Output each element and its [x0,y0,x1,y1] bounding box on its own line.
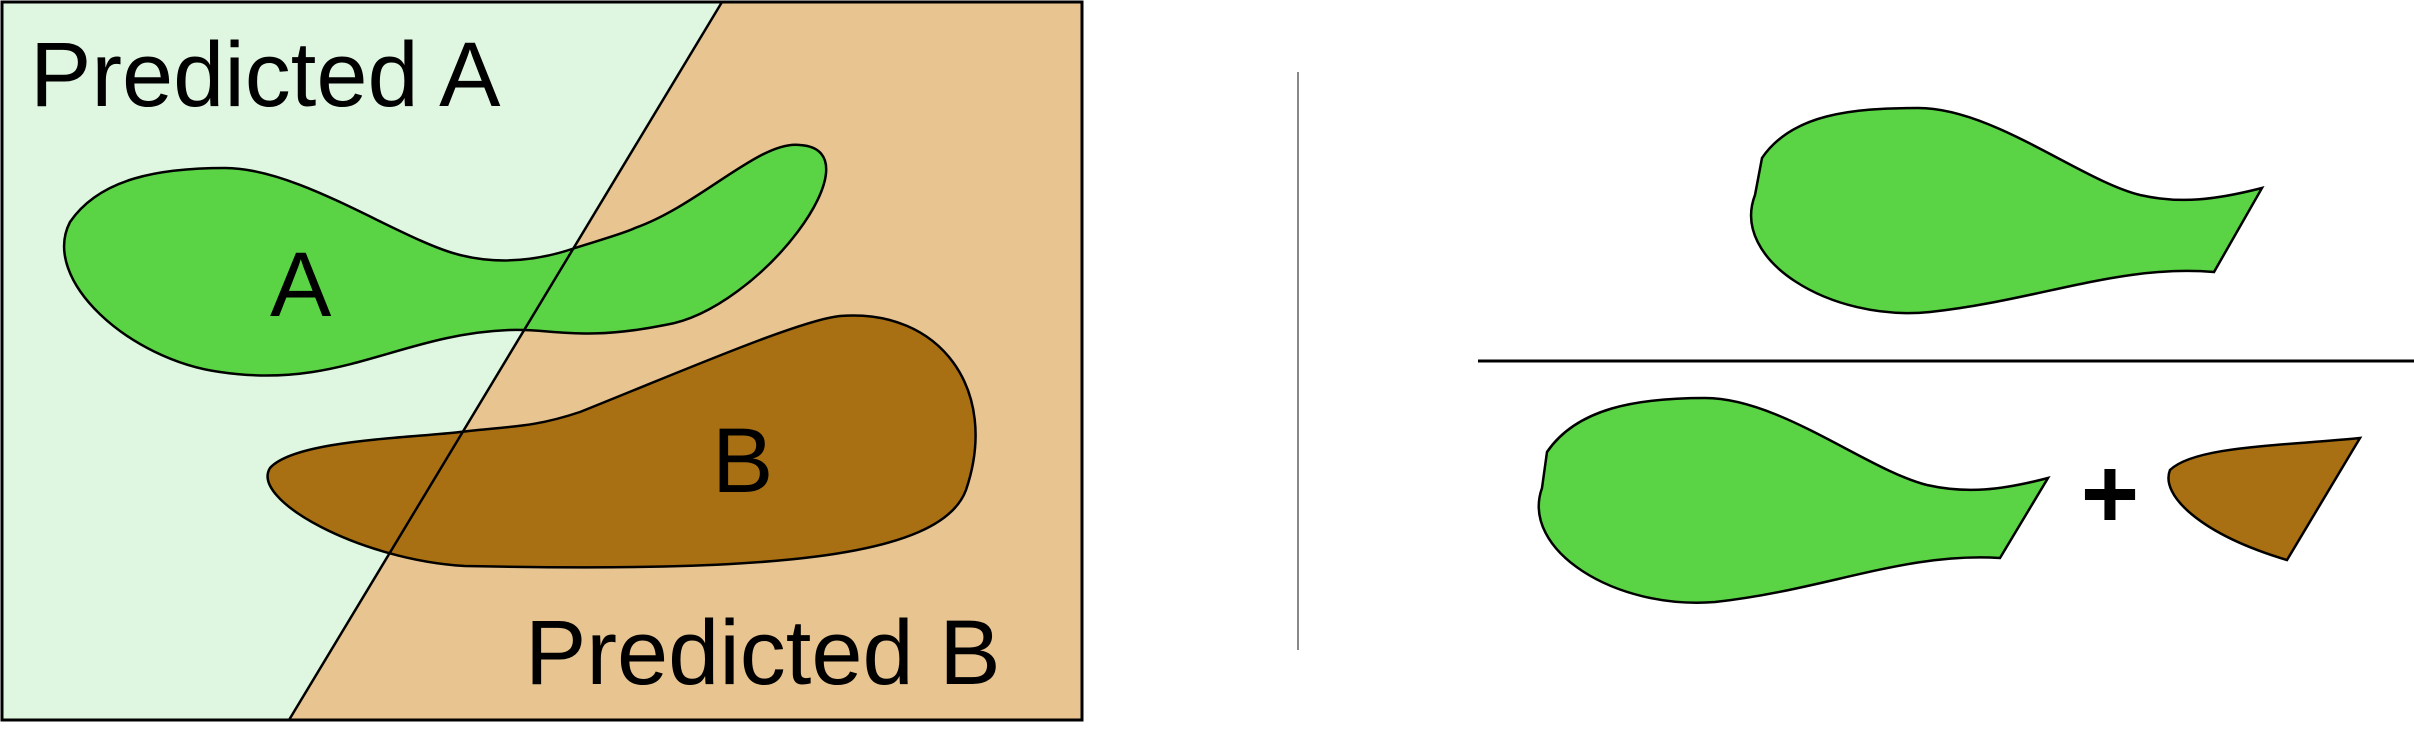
class-a-label: A [270,234,332,336]
predicted-b-label: Predicted B [525,602,1001,704]
left-panel: Predicted A Predicted B A B [0,0,1084,722]
class-a-shape [62,143,828,377]
plus-sign: + [2081,438,2139,550]
numerator-class-a-shape [1749,106,2265,315]
decision-boundary-line [287,1,724,721]
denominator-class-a-shape [1537,396,2051,604]
predicted-a-label: Predicted A [30,24,501,126]
denominator-class-b-shape [2167,436,2363,562]
class-b-shape [266,314,977,569]
left-panel-border [0,0,1084,722]
right-panel: + [1478,106,2414,604]
class-b-label: B [712,410,773,512]
